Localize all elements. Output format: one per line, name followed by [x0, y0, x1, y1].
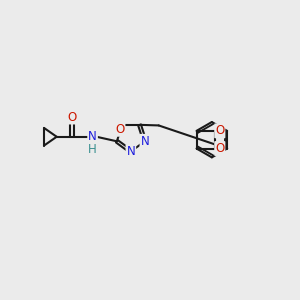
Text: N: N	[140, 135, 149, 148]
Text: H: H	[88, 143, 97, 156]
Text: O: O	[67, 110, 76, 124]
Text: O: O	[215, 142, 224, 155]
Text: N: N	[127, 145, 135, 158]
Text: O: O	[215, 124, 224, 137]
Text: N: N	[88, 130, 97, 143]
Text: O: O	[115, 123, 124, 136]
